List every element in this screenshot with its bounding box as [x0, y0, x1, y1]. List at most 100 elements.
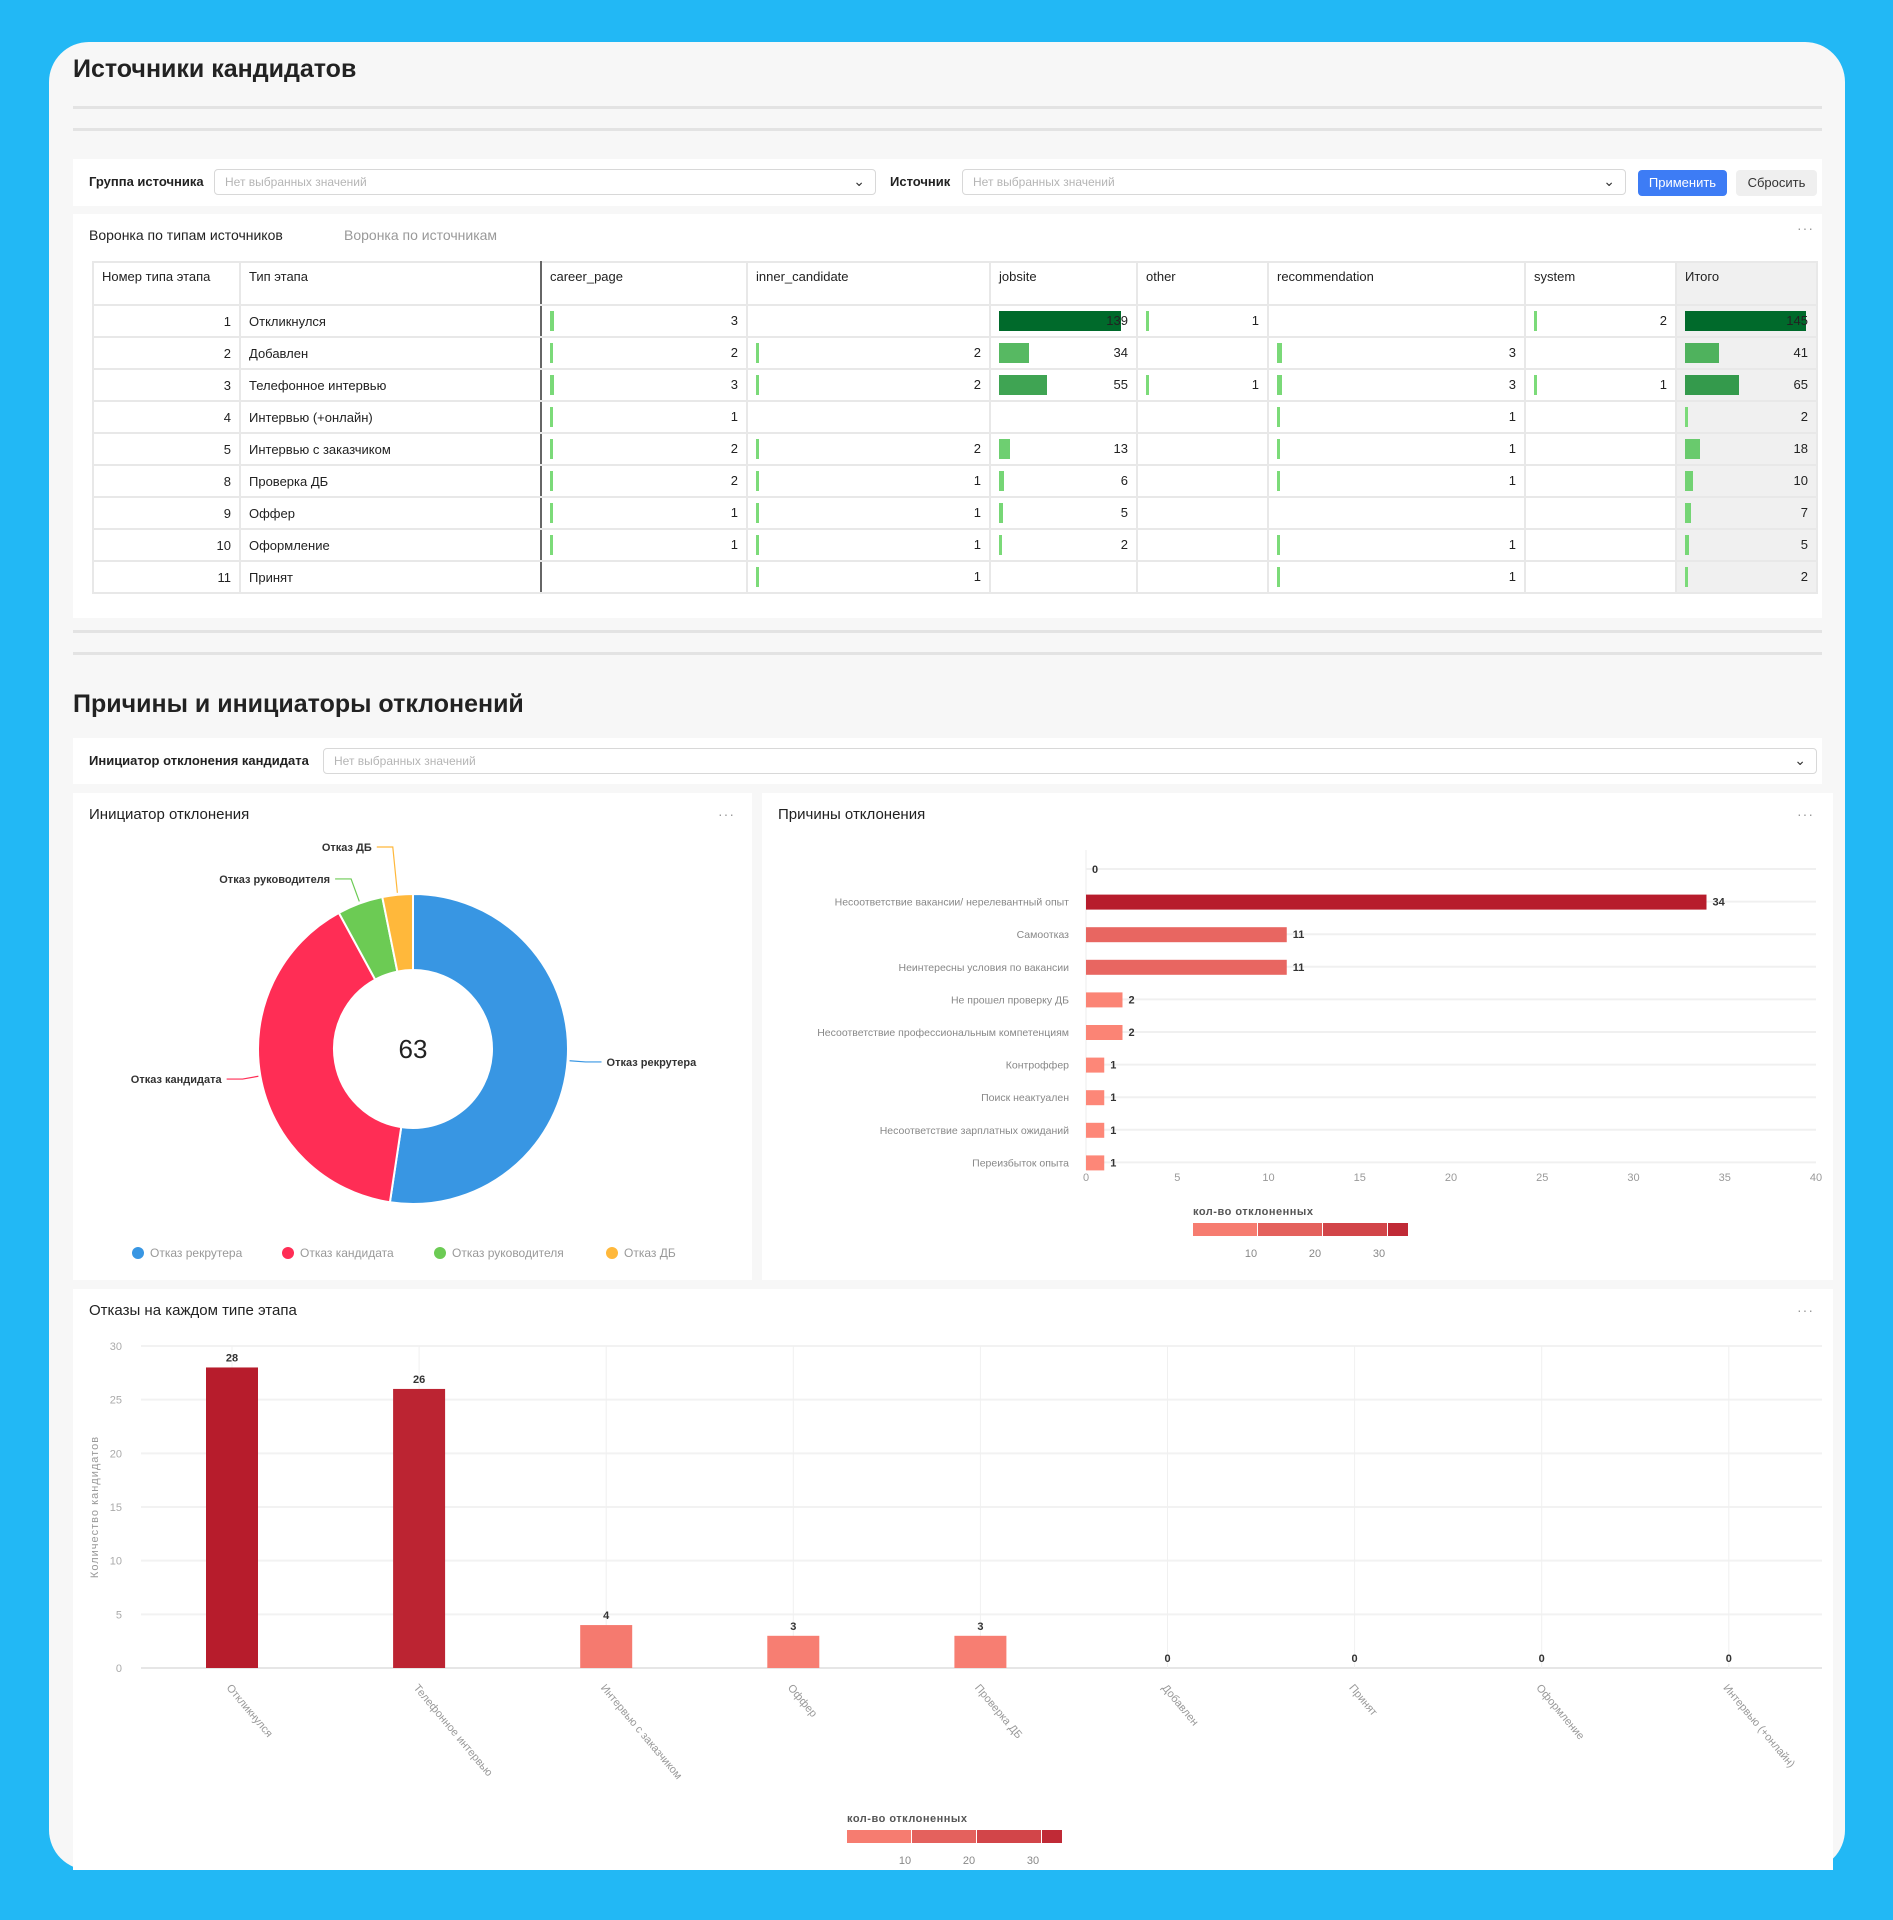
value-bar	[1277, 471, 1280, 491]
value-bar	[1685, 407, 1688, 427]
table-cell: 145	[1675, 304, 1818, 338]
group-source-placeholder: Нет выбранных значений	[225, 175, 367, 189]
x-category-label: Оффер	[785, 1682, 819, 1720]
column-header[interactable]: Итого	[1675, 261, 1818, 306]
table-cell: 55	[989, 368, 1138, 402]
reasons-chart-title: Причины отклонения	[778, 806, 926, 823]
table-cell: 2	[1675, 560, 1818, 594]
bar-value-label: 34	[1713, 897, 1726, 909]
y-tick-label: 0	[116, 1663, 122, 1675]
column-header[interactable]: career_page	[540, 261, 748, 306]
legend-label: Отказ рекрутера	[150, 1246, 243, 1260]
table-row: 5 Интервью с заказчиком 2 2 13 1 18	[92, 432, 1818, 466]
cell-value: 139	[1106, 313, 1128, 328]
cell-value: 2	[730, 441, 738, 456]
table-cell	[1524, 528, 1677, 562]
table-cell	[746, 400, 991, 434]
table-cell: 1	[746, 496, 991, 530]
table-cell: 1	[540, 528, 748, 562]
cell-value: 34	[1113, 345, 1128, 360]
table-cell	[1136, 464, 1269, 498]
color-legend-segment	[1323, 1223, 1387, 1236]
table-row: 10 Оформление 1 1 2 1 5	[92, 528, 1818, 562]
column-header[interactable]: system	[1524, 261, 1677, 306]
x-tick-label: 5	[1174, 1172, 1180, 1184]
reset-button[interactable]: Сбросить	[1736, 170, 1817, 196]
y-axis-label: Количество кандидатов	[89, 1436, 101, 1578]
column-header[interactable]: Номер типа этапа	[92, 261, 241, 306]
slice-label: Отказ ДБ	[322, 842, 372, 854]
leader-line	[569, 1060, 602, 1063]
x-category-label: Интервью (+онлайн)	[1721, 1682, 1798, 1770]
slice-label: Отказ рекрутера	[607, 1057, 698, 1069]
value-bar	[1277, 375, 1282, 395]
bar-value-label: 0	[1539, 1653, 1545, 1665]
tab-funnel-by-source-type[interactable]: Воронка по типам источников	[89, 227, 283, 243]
table-row: 11 Принят 1 1 2	[92, 560, 1818, 594]
column-header[interactable]: recommendation	[1267, 261, 1526, 306]
table-cell: 1	[1136, 304, 1269, 338]
table-cell	[1136, 496, 1269, 530]
table-cell: 34	[989, 336, 1138, 370]
initiator-chart-title: Инициатор отклонения	[89, 806, 250, 823]
x-tick-label: 20	[1445, 1172, 1457, 1184]
table-cell: 1	[1267, 464, 1526, 498]
category-label: Неинтересны условия по вакансии	[898, 962, 1069, 974]
bar-value-label: 1	[1110, 1092, 1116, 1104]
more-menu-icon[interactable]: ···	[718, 806, 735, 822]
x-tick-label: 35	[1719, 1172, 1731, 1184]
table-cell	[1136, 400, 1269, 434]
table-cell: 1	[1267, 432, 1526, 466]
color-legend-segment	[1042, 1830, 1062, 1843]
bar-value-label: 11	[1293, 962, 1305, 974]
donut-slice	[381, 892, 414, 973]
tab-funnel-by-source[interactable]: Воронка по источникам	[344, 227, 498, 243]
table-cell: 1	[1267, 528, 1526, 562]
x-tick-label: 40	[1810, 1172, 1822, 1184]
initiator-select[interactable]: Нет выбранных значений ⌄	[323, 748, 1817, 774]
value-bar	[756, 535, 759, 555]
apply-button[interactable]: Применить	[1638, 170, 1727, 196]
source-select[interactable]: Нет выбранных значений ⌄	[962, 169, 1626, 195]
value-bar	[1534, 311, 1537, 331]
more-menu-icon[interactable]: ···	[1797, 220, 1814, 236]
group-source-select[interactable]: Нет выбранных значений ⌄	[214, 169, 876, 195]
stage-rejections-title: Отказы на каждом типе этапа	[89, 1302, 297, 1319]
donut-slice	[388, 892, 569, 1205]
bar	[1086, 927, 1287, 943]
chevron-down-icon: ⌄	[853, 173, 865, 189]
value-bar	[1685, 439, 1700, 459]
column-header[interactable]: other	[1136, 261, 1269, 306]
cell-value: 2	[973, 345, 981, 360]
bar-value-label: 0	[1352, 1653, 1358, 1665]
value-bar	[550, 503, 553, 523]
table-cell	[1136, 560, 1269, 594]
column-header[interactable]: inner_candidate	[746, 261, 991, 306]
value-bar	[756, 503, 759, 523]
more-menu-icon[interactable]: ···	[1797, 1302, 1814, 1318]
table-cell	[1524, 464, 1677, 498]
column-header[interactable]: jobsite	[989, 261, 1138, 306]
category-label: Не прошел проверку ДБ	[951, 994, 1069, 1006]
cell-value: 65	[1793, 377, 1808, 392]
category-label: Переизбыток опыта	[972, 1157, 1069, 1169]
value-bar	[999, 471, 1004, 491]
value-bar	[999, 503, 1003, 523]
cell-value: 1	[730, 537, 738, 552]
table-cell	[989, 560, 1138, 594]
column-header[interactable]: Тип этапа	[239, 261, 542, 306]
more-menu-icon[interactable]: ···	[1797, 806, 1814, 822]
table-cell	[989, 400, 1138, 434]
cell-value: 1	[1251, 313, 1259, 328]
table-cell: 2	[746, 432, 991, 466]
table-cell	[1136, 432, 1269, 466]
y-tick-label: 10	[110, 1556, 122, 1568]
cell-value: 145	[1786, 313, 1808, 328]
group-filter-label: Группа источника	[89, 174, 204, 189]
category-label: Поиск неактуален	[981, 1092, 1069, 1104]
cell-value: 1	[973, 505, 981, 520]
bar	[1086, 894, 1707, 910]
table-cell: 1	[540, 496, 748, 530]
value-bar	[550, 375, 554, 395]
cell-value: 1	[1508, 569, 1516, 584]
